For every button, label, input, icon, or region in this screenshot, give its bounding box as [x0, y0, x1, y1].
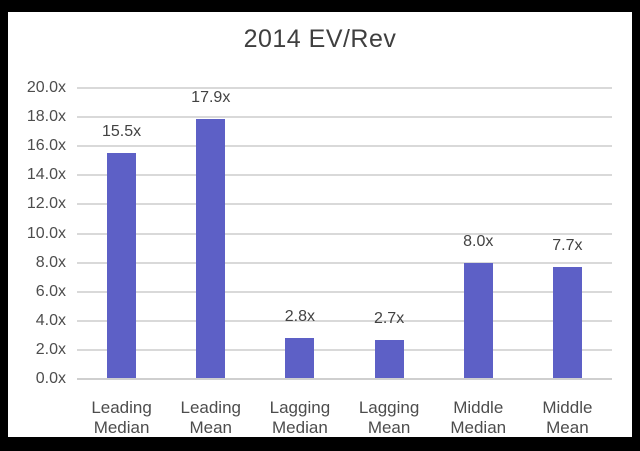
y-axis-tick-label: 6.0x: [35, 282, 66, 300]
x-category-label-line: Median: [450, 418, 507, 437]
x-category-label: Leading Median: [74, 398, 170, 438]
x-category-label: Lagging Median: [252, 398, 348, 438]
x-category-label-line: Median: [93, 418, 150, 437]
y-axis-tick-label: 16.0x: [26, 137, 66, 155]
y-axis-tick-label: 14.0x: [26, 166, 66, 184]
bar-value-label: 2.7x: [373, 309, 405, 327]
bar: [196, 118, 226, 379]
x-category-label: Leading Mean: [163, 398, 259, 438]
x-category-label-line: Leading: [91, 398, 152, 417]
x-category-label: Middle Mean: [519, 398, 615, 438]
x-category-label-line: Lagging: [358, 398, 420, 417]
y-axis-tick-label: 4.0x: [35, 311, 66, 329]
gridline: [77, 348, 612, 351]
gridline: [77, 261, 612, 264]
y-axis-tick-label: 0.0x: [35, 370, 66, 387]
gridline: [77, 116, 612, 119]
x-category-label-line: Leading: [180, 398, 241, 417]
chart-title: 2014 EV/Rev: [243, 25, 397, 53]
y-axis-tick-label: 12.0x: [26, 195, 66, 213]
gridline: [77, 145, 612, 148]
bar-value-label: 8.0x: [463, 232, 494, 250]
y-axis-tick-label: 2.0x: [35, 340, 66, 358]
gridline: [77, 319, 612, 322]
chart-background: [8, 12, 632, 437]
x-category-label-line: Mean: [189, 418, 233, 437]
x-axis-line: [77, 378, 612, 380]
x-category-label-line: Middle: [542, 398, 593, 417]
bar: [463, 262, 493, 379]
y-axis-tick-label: 8.0x: [35, 253, 66, 271]
y-axis-tick-label: 20.0x: [26, 79, 66, 96]
x-category-label-line: Middle: [453, 398, 504, 417]
x-category-label-line: Mean: [546, 418, 589, 437]
y-axis-tick-label: 10.0x: [26, 224, 66, 242]
bar-value-label: 7.7x: [552, 236, 583, 254]
x-category-label-line: Mean: [367, 418, 411, 437]
bar-value-label: 15.5x: [102, 123, 142, 141]
x-category-label-line: Median: [272, 418, 328, 437]
gridline: [77, 87, 612, 89]
gridline: [77, 290, 612, 293]
x-category-label: Middle Median: [430, 398, 526, 438]
gridline: [77, 232, 612, 235]
bar-value-label: 17.9x: [191, 88, 231, 106]
bar-value-label: 2.8x: [284, 308, 316, 326]
x-category-label-line: Lagging: [269, 398, 331, 417]
x-category-label: Lagging Mean: [341, 398, 437, 438]
gridline: [77, 203, 612, 206]
gridline: [77, 174, 612, 177]
bar: [552, 266, 582, 379]
bar: [285, 338, 315, 379]
y-axis-tick-label: 18.0x: [26, 108, 66, 126]
bar: [107, 153, 137, 379]
bar: [374, 339, 404, 379]
